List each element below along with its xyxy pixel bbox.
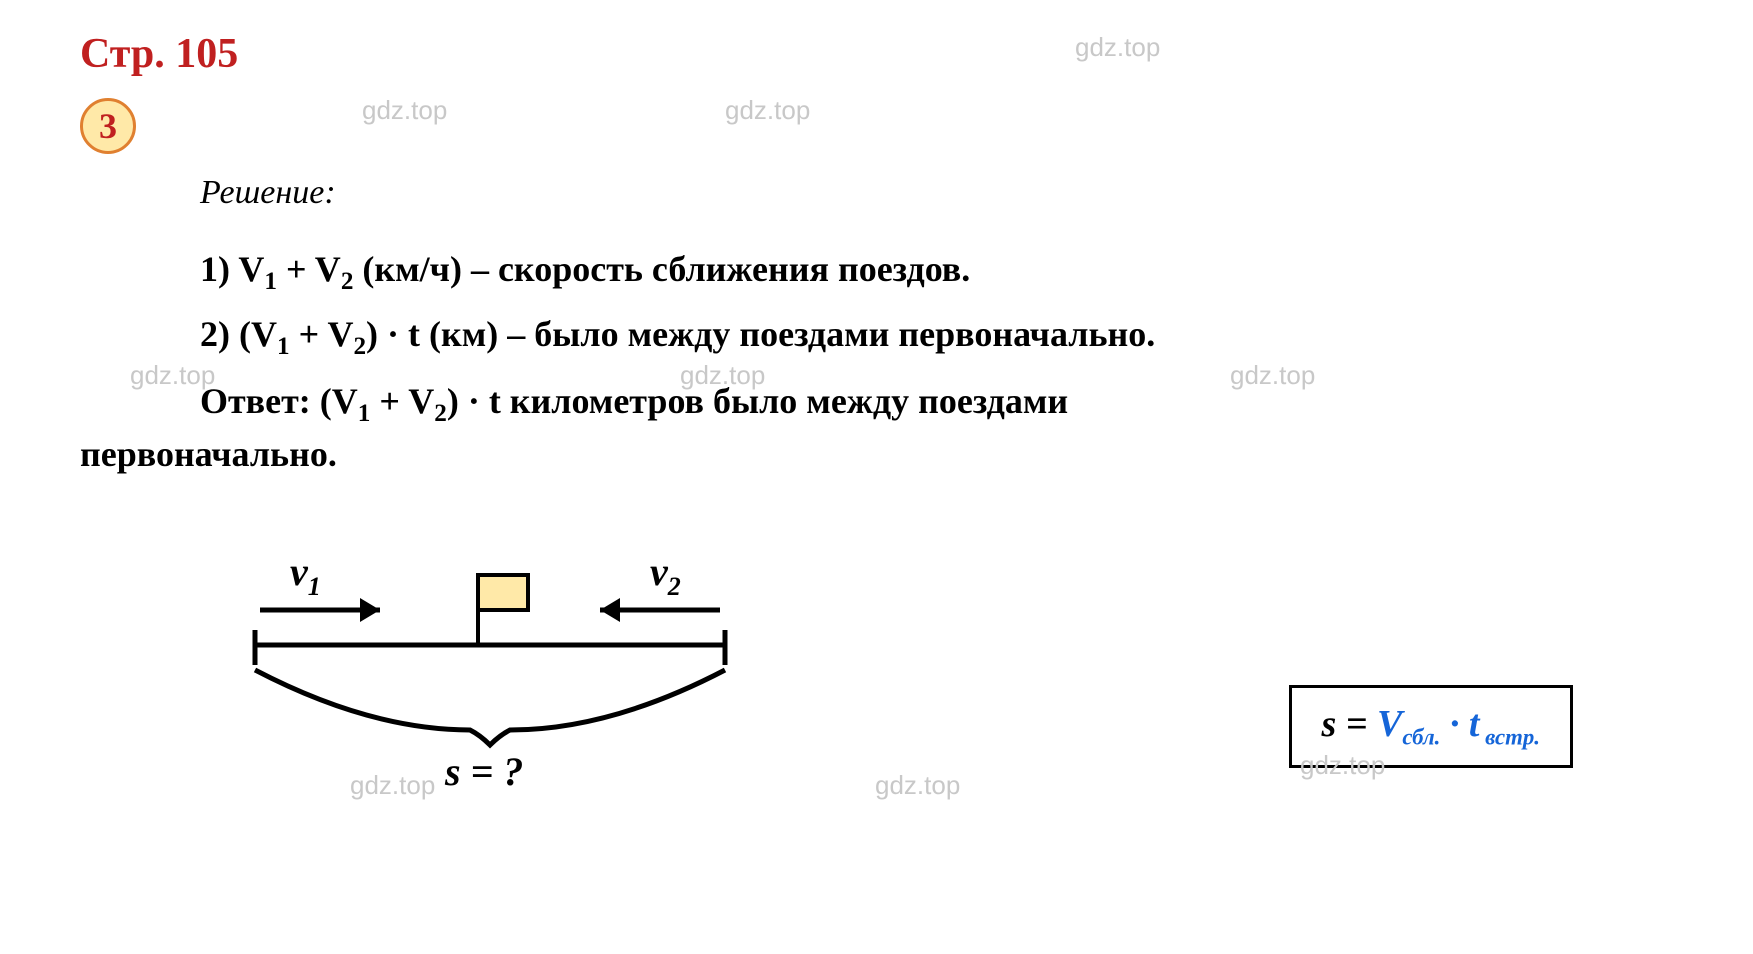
s-label: s = ? [444,749,523,794]
formula-t: t [1469,703,1480,745]
step2-sub1: 1 [277,333,290,360]
formula-dot: · [1440,703,1469,745]
solution-label: Решение: [200,174,1673,212]
v1-sub: 1 [308,572,321,601]
step2-suffix: ) · t (км) – было между поездами первона… [366,314,1155,354]
answer-line-1: Ответ: (V1 + V2) · t километров было меж… [200,374,1673,433]
formula-t-sub: встр. [1479,725,1540,750]
watermark: gdz.top [725,95,810,126]
formula-v-sub: сбл. [1402,725,1440,750]
formula-v: V [1377,703,1402,745]
step1-text: 1) V [200,249,264,289]
step2-mid: + V [290,314,354,354]
bottom-area: v1 v2 s = ? s = [80,535,1673,835]
solution-step-1: 1) V1 + V2 (км/ч) – скорость сближения п… [200,242,1673,301]
v1-label: v [290,549,309,594]
step2-sub2: 2 [353,333,366,360]
formula-s: s [1322,703,1337,745]
svg-text:v1: v1 [290,549,321,601]
answer-line-2: первоначально. [80,433,1673,475]
step1-sub2: 2 [341,268,354,295]
answer-mid: + V [370,381,434,421]
formula-box: s = Vсбл. · t встр. [1289,685,1573,768]
v2-sub: 2 [667,572,681,601]
step2-prefix: 2) (V [200,314,277,354]
answer-sub1: 1 [358,400,371,427]
answer-prefix: Ответ: (V [200,381,358,421]
watermark: gdz.top [362,95,447,126]
motion-diagram: v1 v2 s = ? [220,535,760,800]
problem-number-badge: 3 [80,98,136,154]
answer-sub2: 2 [434,400,447,427]
page-header: Стр. 105 [80,30,1673,78]
step1-mid: + V [277,249,341,289]
v2-label: v [650,549,669,594]
answer-suffix: ) · t километров было между поездами [447,381,1068,421]
formula-eq: = [1336,703,1377,745]
svg-text:v2: v2 [650,549,681,601]
step1-suffix: (км/ч) – скорость сближения поездов. [353,249,970,289]
solution-body: 1) V1 + V2 (км/ч) – скорость сближения п… [200,242,1673,366]
solution-step-2: 2) (V1 + V2) · t (км) – было между поезд… [200,307,1673,366]
step1-sub1: 1 [264,268,277,295]
